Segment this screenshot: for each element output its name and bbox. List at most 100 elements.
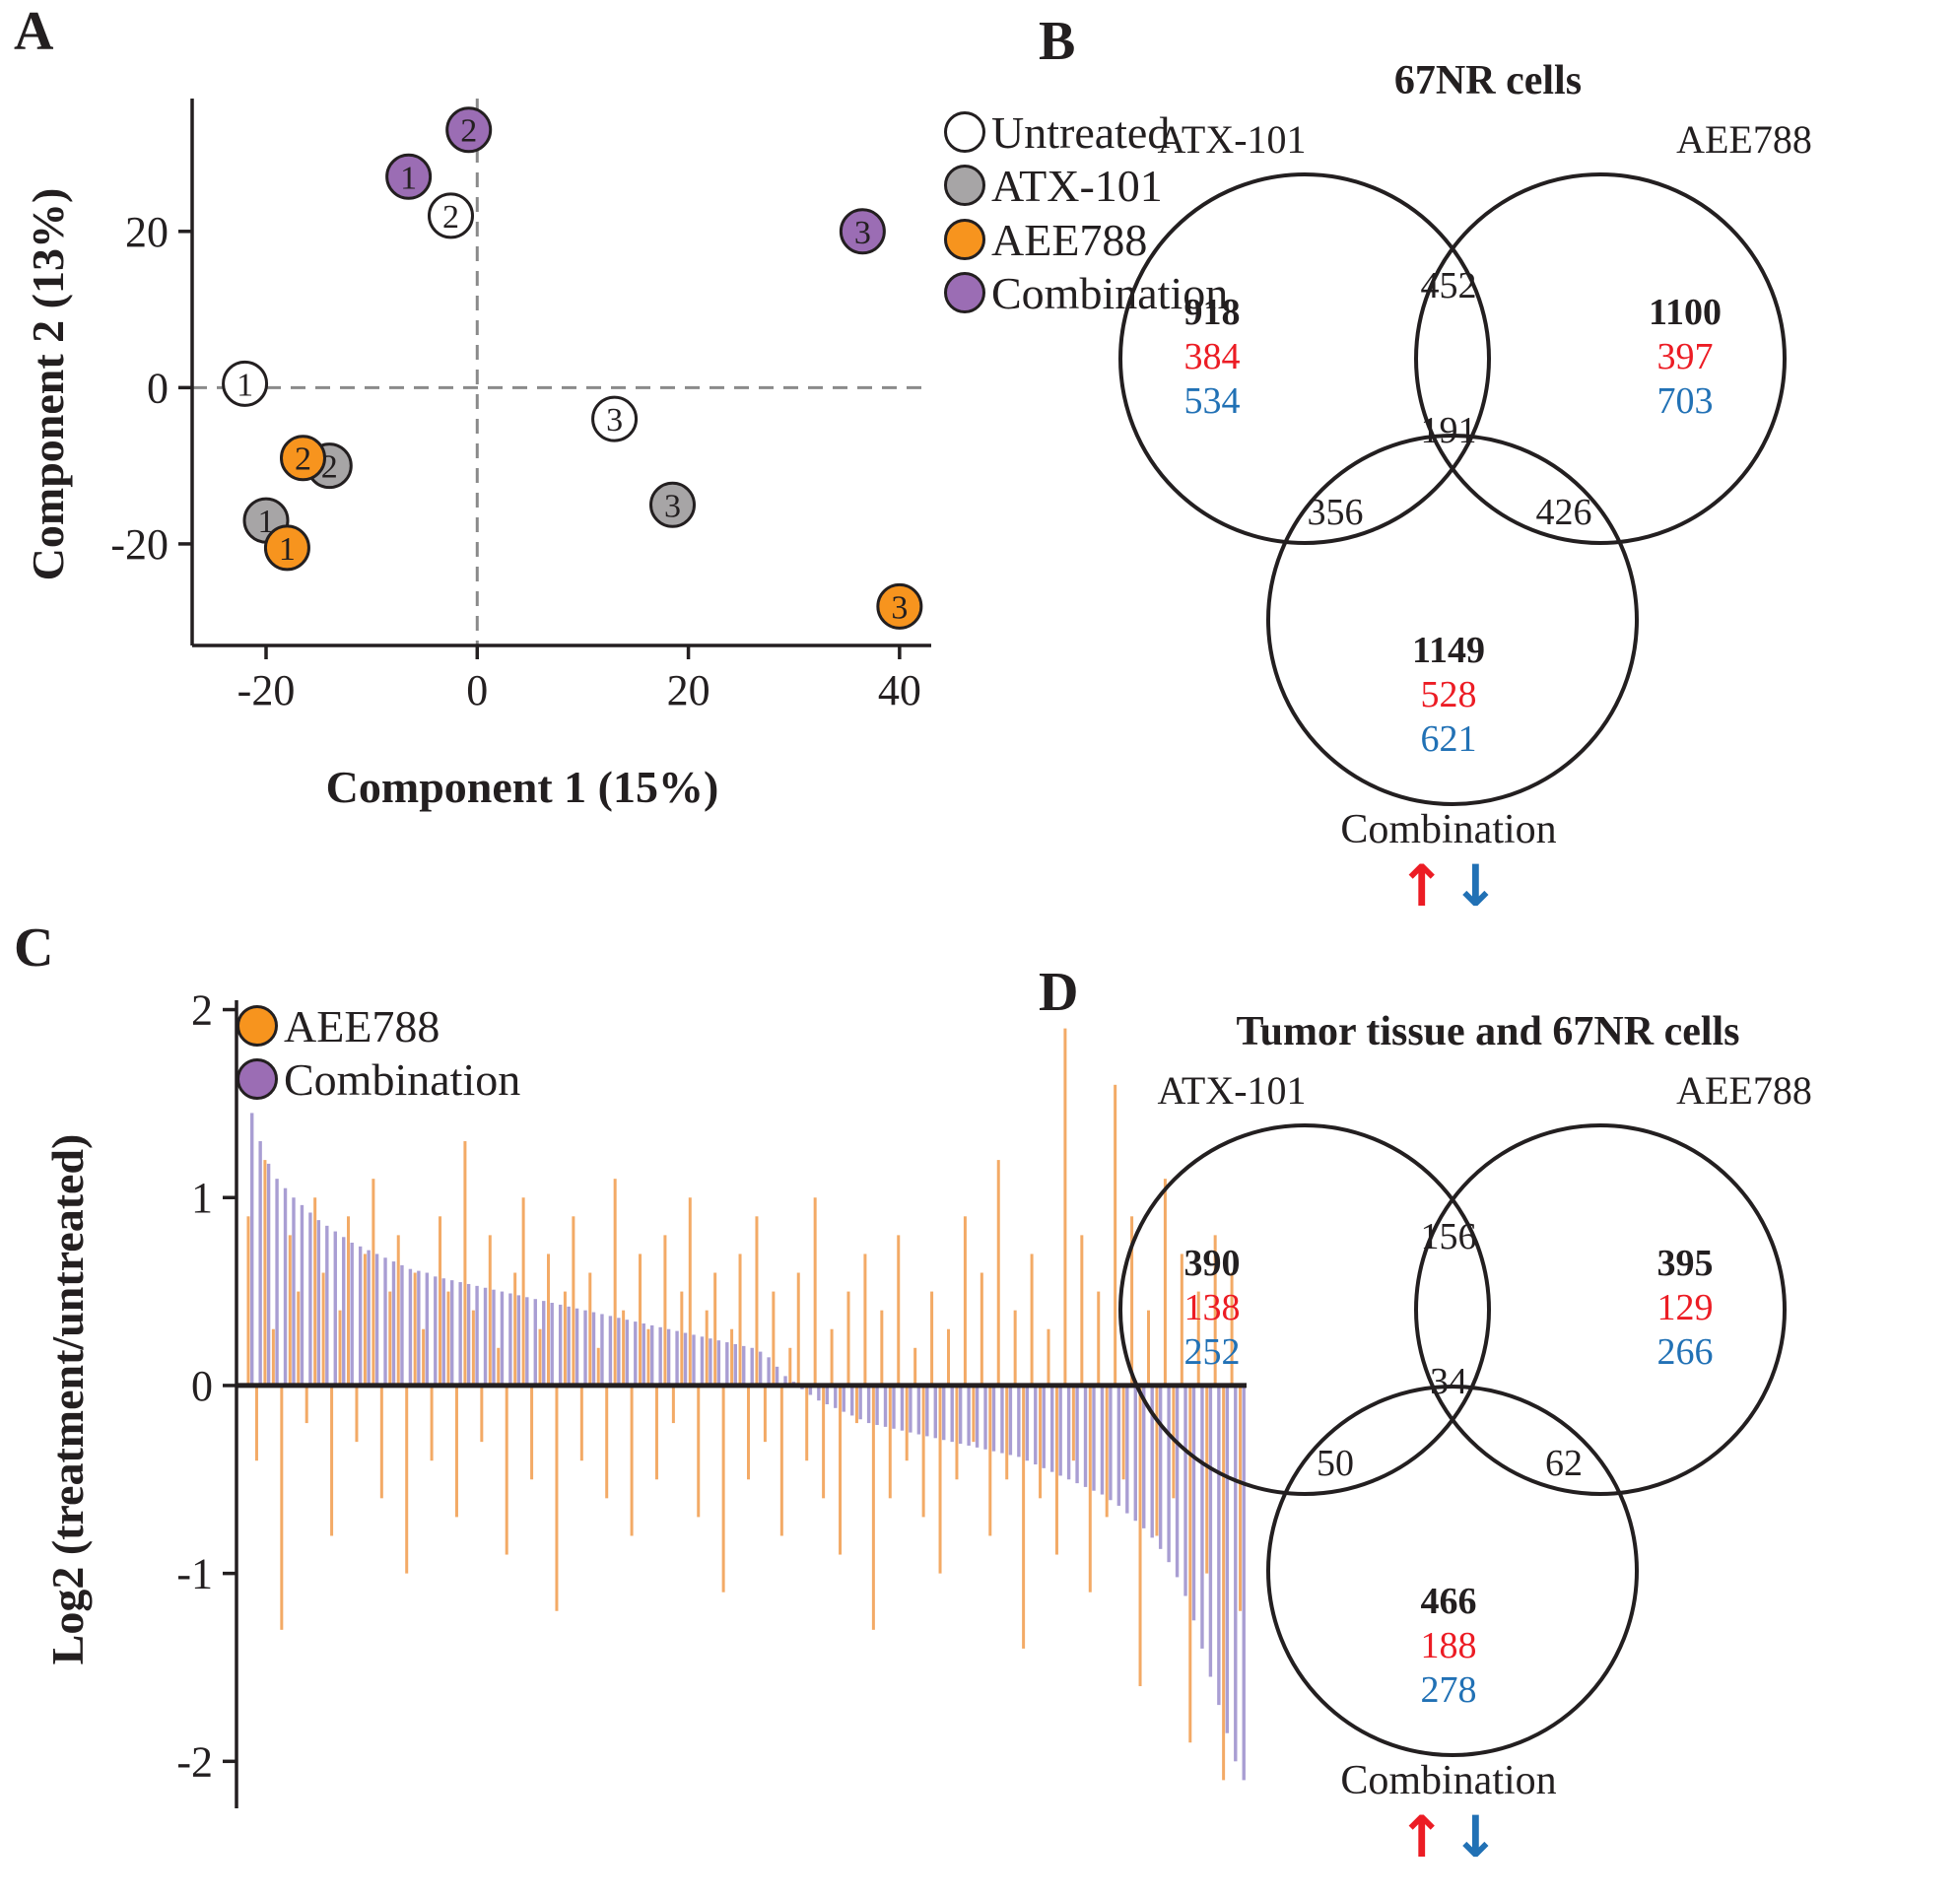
venn-b-arrows: ↑ ↓ — [1251, 852, 1646, 919]
venn-b-comb-only-counts: 1149 528 621 — [1365, 629, 1532, 761]
log2-bar-plot: 2 1 0 -1 -2 — [176, 986, 1247, 1808]
venn-b-comb-only-down: 621 — [1420, 717, 1477, 760]
legend-label-combination-bars: Combination — [284, 1054, 521, 1106]
legend-label-atx101: ATX-101 — [991, 161, 1163, 212]
venn-b-atx-aee-count: 452 — [1420, 265, 1477, 306]
venn-d-comb-only-total: 466 — [1420, 1581, 1477, 1622]
venn-d-combination-circle — [1266, 1385, 1639, 1757]
aee788-bar-swatch-icon — [237, 1005, 278, 1047]
svg-text:1: 1 — [258, 504, 275, 540]
venn-b-comb-only-up: 528 — [1420, 673, 1477, 715]
svg-text:0: 0 — [191, 1362, 213, 1410]
venn-b-atx101-label: ATX-101 — [1157, 117, 1307, 162]
svg-text:2: 2 — [460, 113, 477, 150]
venn-b-aee-only-total: 1100 — [1649, 292, 1722, 333]
panel-c: C Log2 (treatment/untreated) 2 1 0 -1 -2 AEE… — [0, 916, 1301, 1898]
venn-b-atx-only-down: 534 — [1183, 379, 1241, 422]
svg-text:-1: -1 — [176, 1550, 213, 1598]
svg-text:-2: -2 — [176, 1737, 213, 1786]
venn-b-atx-only-up: 384 — [1183, 335, 1241, 377]
svg-text:1: 1 — [237, 367, 253, 403]
panel-b: B 67NR cells ATX-101 AEE788 918 384 534 … — [1025, 10, 1951, 946]
svg-text:1: 1 — [191, 1174, 213, 1222]
venn-d-aee-comb-count: 62 — [1545, 1443, 1583, 1484]
venn-b-aee-comb-count: 426 — [1535, 492, 1592, 533]
venn-b-atx-only-total: 918 — [1183, 292, 1241, 333]
svg-text:20: 20 — [667, 666, 710, 714]
svg-text:-20: -20 — [110, 520, 169, 569]
venn-d-arrows: ↑ ↓ — [1251, 1803, 1646, 1870]
pca-y-axis-label: Component 2 (13%) — [23, 187, 73, 581]
venn-b-aee-only-counts: 1100 397 703 — [1601, 291, 1769, 423]
svg-text:0: 0 — [466, 666, 488, 714]
down-arrow-icon: ↓ — [1452, 1803, 1500, 1870]
venn-b-combination-circle — [1266, 434, 1639, 806]
svg-text:2: 2 — [442, 199, 459, 236]
venn-d-aee-only-total: 395 — [1656, 1243, 1714, 1284]
venn-d-comb-only-counts: 466 188 278 — [1365, 1580, 1532, 1712]
venn-b-atx-comb-count: 356 — [1307, 492, 1364, 533]
legend-item-atx101: ATX-101 — [944, 160, 1228, 213]
svg-text:2: 2 — [191, 986, 213, 1035]
down-arrow-icon: ↓ — [1452, 852, 1500, 919]
panel-b-label: B — [1039, 11, 1076, 72]
panel-d-label: D — [1039, 962, 1079, 1023]
venn-d-aee-only-up: 129 — [1656, 1286, 1714, 1328]
svg-text:1: 1 — [400, 160, 417, 196]
venn-d-aee-only-counts: 395 129 266 — [1601, 1242, 1769, 1374]
svg-text:2: 2 — [295, 441, 311, 478]
venn-d-title: Tumor tissue and 67NR cells — [1236, 1009, 1740, 1054]
venn-d-atx-only-down: 252 — [1183, 1330, 1241, 1373]
legend-item-untreated: Untreated — [944, 106, 1228, 160]
venn-d-aee788-label: AEE788 — [1676, 1068, 1812, 1113]
up-arrow-icon: ↑ — [1397, 1803, 1446, 1870]
venn-d-aee-only-down: 266 — [1656, 1330, 1714, 1373]
svg-text:-20: -20 — [237, 666, 296, 714]
venn-d-atx101-label: ATX-101 — [1157, 1068, 1307, 1113]
legend-label-untreated: Untreated — [991, 107, 1171, 158]
svg-text:1: 1 — [279, 531, 296, 568]
venn-d-comb-only-down: 278 — [1420, 1668, 1477, 1711]
legend-label-aee788: AEE788 — [991, 214, 1148, 265]
venn-d-comb-only-up: 188 — [1420, 1624, 1477, 1666]
svg-text:3: 3 — [664, 488, 681, 524]
legend-item-combination-bars: Combination — [237, 1053, 520, 1107]
venn-d-center-count: 34 — [1430, 1361, 1467, 1402]
venn-d-combination-label: Combination — [1340, 1758, 1557, 1803]
venn-b-aee-only-down: 703 — [1656, 379, 1714, 422]
legend-item-aee788: AEE788 — [944, 214, 1228, 267]
venn-b-combination-label: Combination — [1340, 807, 1557, 852]
legend-label-aee788-bars: AEE788 — [284, 1001, 440, 1051]
combination-swatch-icon — [944, 271, 985, 313]
panel-c-label: C — [14, 917, 54, 979]
panel-d: D Tumor tissue and 67NR cells ATX-101 AE… — [1025, 961, 1951, 1897]
venn-d-atx-only-counts: 390 138 252 — [1128, 1242, 1296, 1374]
venn-d-atx-only-total: 390 — [1183, 1243, 1241, 1284]
aee788-swatch-icon — [944, 218, 985, 260]
venn-b-aee788-label: AEE788 — [1676, 117, 1812, 162]
svg-text:3: 3 — [891, 589, 908, 626]
legend-item-aee788-bars: AEE788 — [237, 1000, 520, 1053]
svg-text:3: 3 — [854, 215, 871, 251]
venn-d-atx-aee-count: 156 — [1420, 1216, 1477, 1257]
atx101-swatch-icon — [944, 165, 985, 207]
up-arrow-icon: ↑ — [1397, 852, 1446, 919]
svg-text:3: 3 — [606, 402, 623, 439]
combination-bar-swatch-icon — [237, 1058, 278, 1101]
venn-b-aee-only-up: 397 — [1656, 335, 1714, 377]
svg-text:20: 20 — [125, 208, 169, 256]
venn-b-center-count: 191 — [1420, 410, 1477, 451]
pca-x-axis-label: Component 1 (15%) — [325, 762, 719, 812]
svg-text:40: 40 — [878, 666, 921, 714]
untreated-swatch-icon — [944, 111, 985, 153]
venn-b-atx-only-counts: 918 384 534 — [1128, 291, 1296, 423]
log2-y-axis-label: Log2 (treatment/untreated) — [42, 1133, 93, 1665]
venn-b-comb-only-total: 1149 — [1412, 630, 1485, 671]
venn-d-atx-comb-count: 50 — [1317, 1443, 1354, 1484]
svg-text:0: 0 — [147, 364, 169, 412]
log2-legend: AEE788 Combination — [237, 1000, 520, 1108]
venn-d-atx-only-up: 138 — [1183, 1286, 1241, 1328]
panel-a-label: A — [14, 1, 54, 62]
venn-b-title: 67NR cells — [1393, 58, 1583, 103]
